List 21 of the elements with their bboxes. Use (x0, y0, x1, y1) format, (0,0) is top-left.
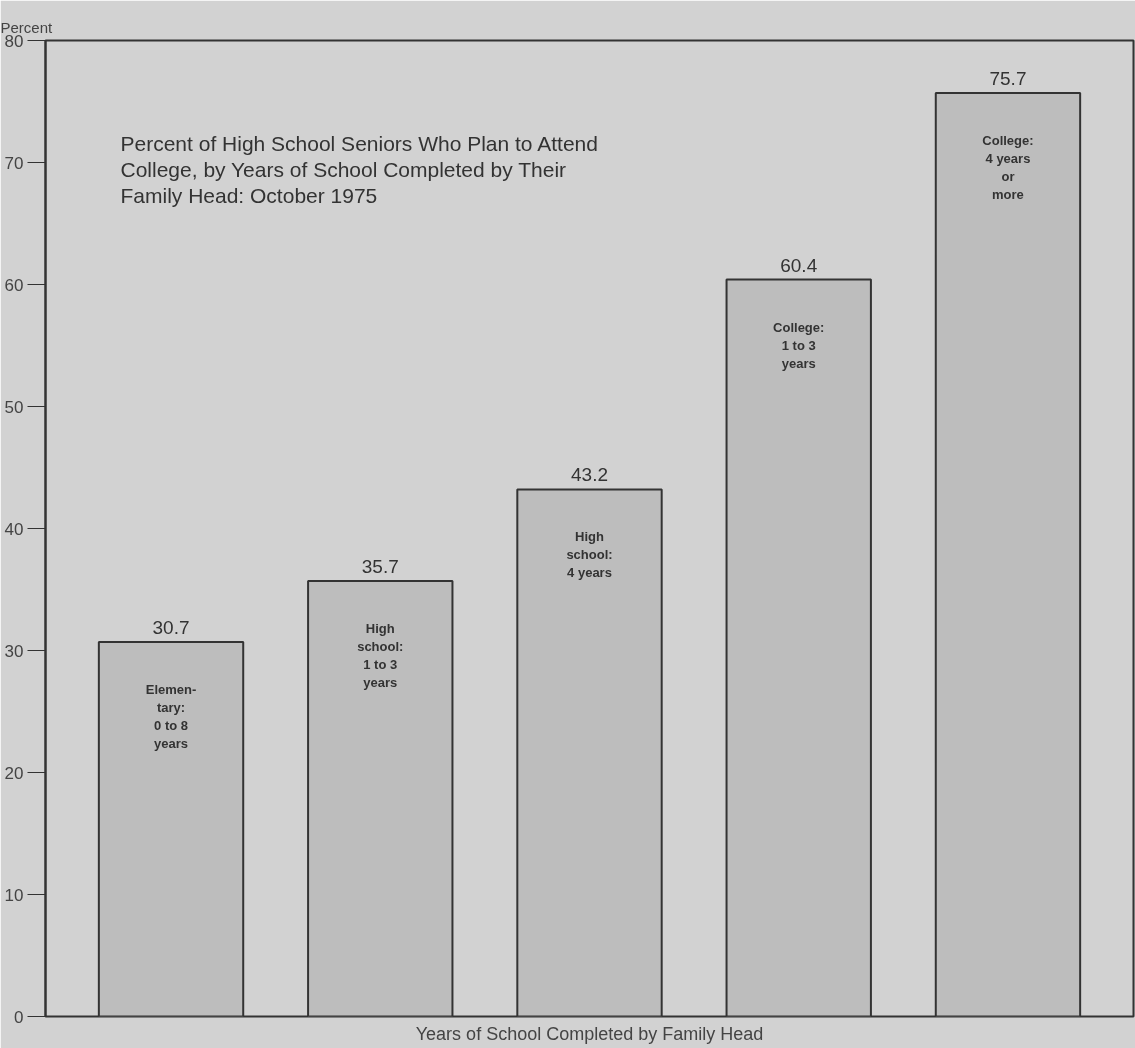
data-label: 43.2 (571, 464, 608, 486)
data-label: 35.7 (361, 555, 399, 577)
y-tick-label: 30 (4, 641, 24, 661)
x-tick-label: High school: 1 to 3 years (357, 620, 404, 690)
y-tick-label: 10 (4, 885, 24, 905)
y-axis-title: Percent (0, 18, 54, 36)
x-axis-title: Years of School Completed by Family Head (415, 1023, 764, 1044)
x-tick-label: College: 1 to 3 years (773, 319, 825, 371)
y-tick-label: 60 (4, 275, 24, 295)
y-tick-label: 40 (4, 519, 24, 539)
x-tick-label: High school: 4 years (566, 529, 613, 581)
x-tick-label: Elemen- tary: 0 to 8 years (145, 681, 197, 751)
y-tick-label: 20 (4, 763, 24, 783)
y-tick-label: 0 (14, 1007, 24, 1027)
x-tick-label: College: 4 years or more (982, 132, 1034, 202)
y-tick-label: 50 (4, 397, 24, 417)
data-label: 30.7 (152, 616, 190, 638)
y-tick-label: 70 (4, 153, 24, 173)
text: Percent of High School Seniors Who Plan to Attend College, by Years of School Completed by Their Family Head: October 1975 (120, 131, 598, 208)
data-label: 60.4 (780, 254, 818, 276)
data-label: 75.7 (989, 67, 1027, 89)
